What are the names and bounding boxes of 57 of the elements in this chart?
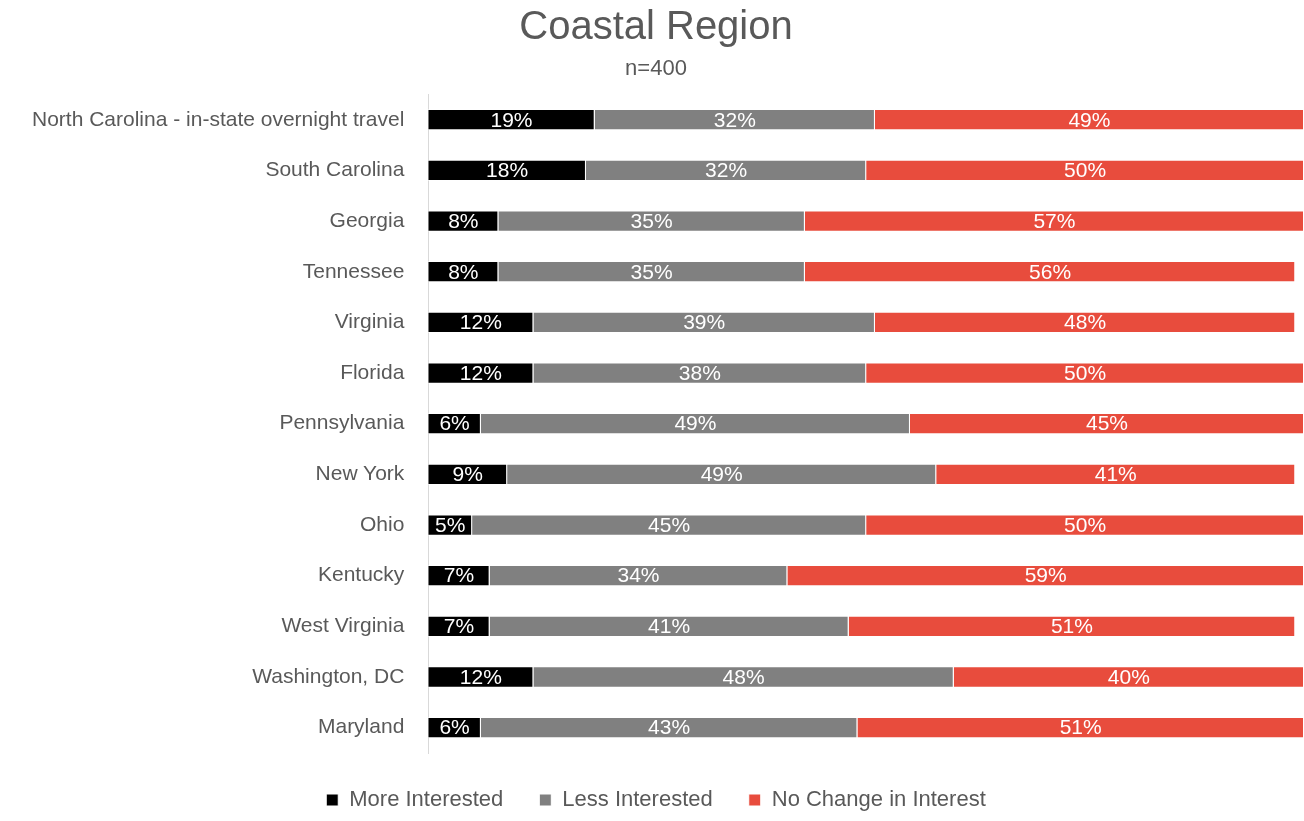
y-tick-label: Maryland <box>317 714 405 738</box>
data-label: 45% <box>648 512 691 536</box>
data-label: 48% <box>722 664 765 688</box>
y-tick-label: Washington, DC <box>252 663 405 687</box>
chart-title: Coastal Region <box>519 3 793 48</box>
data-label: 43% <box>648 715 691 739</box>
y-tick-label: Virginia <box>334 309 405 333</box>
data-label: 49% <box>674 411 717 435</box>
legend-label: Less Interested <box>562 786 713 812</box>
y-tick-label: Ohio <box>359 511 405 535</box>
data-label: 35% <box>630 259 673 283</box>
data-label: 49% <box>1068 107 1111 131</box>
y-tick-label: North Carolina - in-state overnight travel <box>31 106 405 130</box>
data-label: 39% <box>683 310 726 334</box>
data-label: 51% <box>1050 614 1093 638</box>
data-label: 7% <box>443 614 475 638</box>
data-label: 45% <box>1085 411 1128 435</box>
data-label: 32% <box>705 158 748 182</box>
data-label: 41% <box>648 614 691 638</box>
legend-label: No Change in Interest <box>771 786 986 812</box>
data-label: 9% <box>452 462 483 486</box>
chart-subtitle: n=400 <box>625 55 687 81</box>
y-tick-label: New York <box>315 461 405 485</box>
legend-label: More Interested <box>349 786 504 812</box>
data-label: 41% <box>1094 462 1137 486</box>
data-label: 59% <box>1024 563 1067 587</box>
data-label: 35% <box>630 208 673 232</box>
data-label: 12% <box>459 360 502 384</box>
data-label: 8% <box>448 259 479 283</box>
data-label: 12% <box>459 310 502 334</box>
data-label: 48% <box>1064 310 1107 334</box>
y-tick-label: Pennsylvania <box>279 410 405 434</box>
y-tick-label: Florida <box>340 359 405 383</box>
data-label: 49% <box>700 462 743 486</box>
y-tick-label: West Virginia <box>281 613 405 637</box>
data-label: 5% <box>435 512 466 536</box>
y-tick-label: Tennessee <box>302 258 405 282</box>
data-label: 50% <box>1064 158 1107 182</box>
data-label: 6% <box>439 715 470 739</box>
data-label: 50% <box>1064 512 1107 536</box>
y-tick-label: Georgia <box>329 207 405 231</box>
data-label: 19% <box>490 107 533 131</box>
data-label: 12% <box>459 664 502 688</box>
data-label: 38% <box>678 360 721 384</box>
data-label: 7% <box>443 563 475 587</box>
y-tick-label: Kentucky <box>317 562 405 586</box>
data-label: 50% <box>1064 360 1107 384</box>
data-label: 8% <box>448 208 479 232</box>
data-label: 40% <box>1107 664 1150 688</box>
data-label: 32% <box>713 107 756 131</box>
data-label: 34% <box>617 563 660 587</box>
data-label: 56% <box>1029 259 1072 283</box>
data-label: 6% <box>439 411 470 435</box>
data-label: 18% <box>486 158 529 182</box>
data-label: 57% <box>1033 208 1076 232</box>
y-tick-label: South Carolina <box>265 157 405 181</box>
data-label: 51% <box>1059 715 1102 739</box>
